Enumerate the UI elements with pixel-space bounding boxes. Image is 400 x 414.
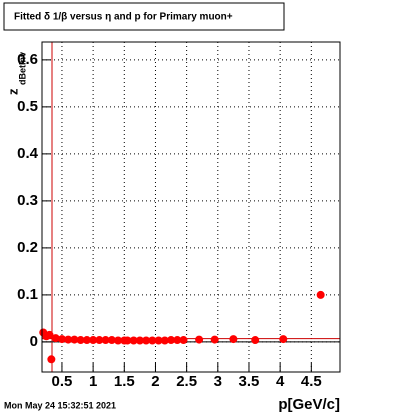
point bbox=[64, 335, 73, 344]
title-box bbox=[3, 2, 285, 31]
y-tick-label: 0.5 bbox=[17, 98, 38, 115]
point bbox=[279, 335, 288, 344]
y-tick-label: 0.6 bbox=[17, 51, 38, 68]
frame bbox=[41, 41, 341, 373]
point bbox=[135, 336, 144, 345]
point bbox=[160, 336, 169, 345]
y-tick-label: 0.1 bbox=[17, 286, 38, 303]
plot-area: 0.5 1 1.5 2 2.5 3 3.5 4 4.5 0 0.1 0.2 0.3 0.4 0.5 0.6 bbox=[17, 42, 340, 390]
point bbox=[95, 336, 104, 345]
point bbox=[210, 335, 219, 344]
point bbox=[173, 336, 182, 345]
x-tick-label: 4 bbox=[276, 373, 285, 390]
point bbox=[142, 336, 151, 345]
x-tick-label: 3.5 bbox=[239, 373, 260, 390]
point bbox=[107, 336, 116, 345]
point bbox=[114, 336, 123, 345]
y-axis-label-sub: dBetInv bbox=[17, 52, 27, 85]
x-tick-label: 2.5 bbox=[176, 373, 197, 390]
point bbox=[57, 335, 66, 344]
point bbox=[45, 330, 54, 339]
point bbox=[195, 335, 204, 344]
point bbox=[89, 336, 98, 345]
point bbox=[148, 336, 157, 345]
point bbox=[47, 355, 56, 364]
x-tick-label: 2 bbox=[151, 373, 159, 390]
y-axis-label: z bbox=[5, 88, 20, 95]
x-tick-label: 1.5 bbox=[114, 373, 135, 390]
point bbox=[82, 336, 91, 345]
point bbox=[76, 336, 85, 345]
y-axis-title: z dBetInv bbox=[5, 52, 27, 95]
point bbox=[179, 336, 188, 345]
point bbox=[129, 336, 138, 345]
x-tick-label: 0.5 bbox=[52, 373, 73, 390]
y-tick-label: 0 bbox=[30, 333, 38, 350]
x-tick-label: 4.5 bbox=[301, 373, 322, 390]
point bbox=[167, 336, 176, 345]
y-tick-label: 0.3 bbox=[17, 192, 38, 209]
point bbox=[51, 334, 60, 343]
point bbox=[101, 336, 110, 345]
x-tick-label: 3 bbox=[214, 373, 222, 390]
timestamp: Mon May 24 15:32:51 2021 bbox=[4, 400, 116, 410]
point bbox=[154, 336, 163, 345]
x-axis-label: p[GeV/c] bbox=[278, 396, 340, 413]
y-tick-label: 0.2 bbox=[17, 239, 38, 256]
point bbox=[123, 336, 132, 345]
x-tick-label: 1 bbox=[89, 373, 97, 390]
point bbox=[229, 335, 238, 344]
point bbox=[70, 335, 79, 344]
point bbox=[251, 336, 260, 345]
y-tick-label: 0.4 bbox=[17, 145, 39, 162]
point bbox=[316, 290, 325, 299]
chart-title: Fitted δ 1/β versus η and p for Primary … bbox=[14, 12, 233, 23]
